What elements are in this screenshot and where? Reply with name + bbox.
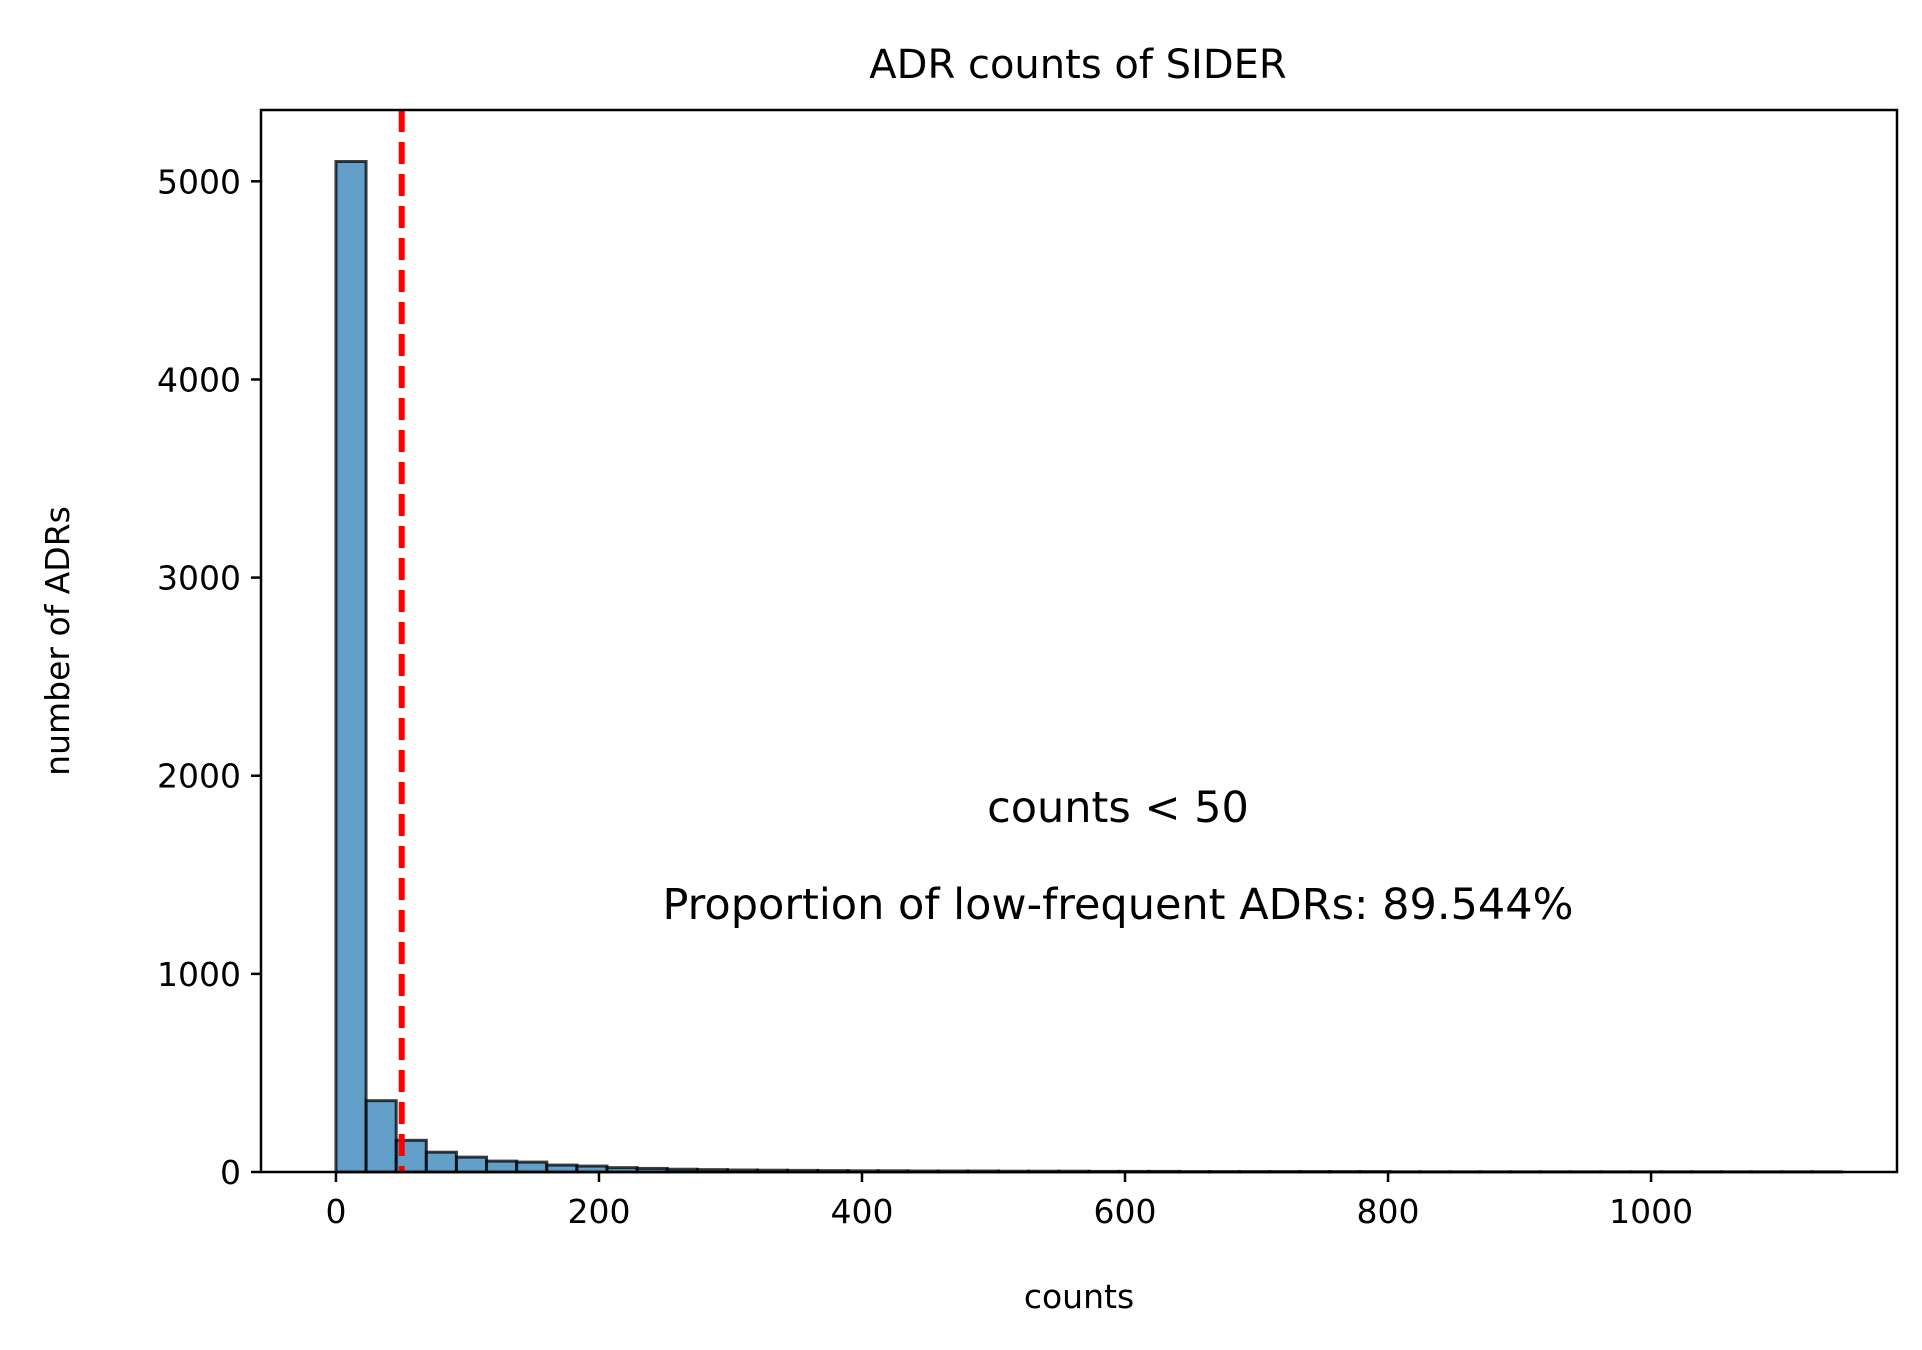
chart-title: ADR counts of SIDER xyxy=(869,42,1286,88)
x-tick-label: 1000 xyxy=(1609,1192,1693,1231)
y-axis-ticks: 0 1000 2000 3000 4000 5000 xyxy=(157,162,261,1192)
annotation-threshold: counts < 50 xyxy=(987,783,1249,833)
histogram-bar xyxy=(485,1159,519,1174)
histogram-bar xyxy=(364,1099,398,1174)
y-axis-label: number of ADRs xyxy=(38,506,77,776)
y-tick-label: 3000 xyxy=(157,559,241,598)
y-tick-label: 2000 xyxy=(157,757,241,796)
annotation-proportion: Proportion of low-frequent ADRs: 89.544% xyxy=(663,880,1574,930)
histogram-bar xyxy=(454,1155,489,1174)
bars-group xyxy=(334,160,1844,1174)
y-tick-label: 0 xyxy=(220,1153,241,1192)
x-axis-ticks: 0 200 400 600 800 1000 xyxy=(325,1172,1693,1231)
x-tick-label: 0 xyxy=(325,1192,346,1231)
x-tick-label: 200 xyxy=(567,1192,630,1231)
y-tick-label: 4000 xyxy=(157,360,241,399)
histogram-bar xyxy=(424,1150,458,1174)
histogram-bar xyxy=(515,1160,549,1174)
x-tick-label: 600 xyxy=(1094,1192,1157,1231)
histogram-bar xyxy=(334,160,368,1174)
y-tick-label: 1000 xyxy=(157,955,241,994)
y-tick-label: 5000 xyxy=(157,162,241,201)
x-tick-label: 800 xyxy=(1357,1192,1420,1231)
x-axis-label: counts xyxy=(1024,1277,1134,1316)
x-tick-label: 400 xyxy=(831,1192,894,1231)
plot-frame xyxy=(259,108,1899,1174)
